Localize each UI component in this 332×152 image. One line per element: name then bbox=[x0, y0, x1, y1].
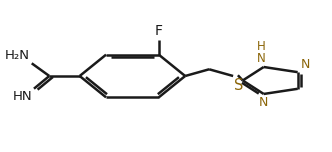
Text: F: F bbox=[155, 24, 163, 38]
Text: HN: HN bbox=[13, 90, 32, 104]
Text: S: S bbox=[234, 78, 243, 93]
Text: N: N bbox=[301, 58, 310, 71]
Text: H₂N: H₂N bbox=[5, 48, 30, 62]
Text: N: N bbox=[258, 96, 268, 109]
Text: H
N: H N bbox=[257, 40, 266, 65]
